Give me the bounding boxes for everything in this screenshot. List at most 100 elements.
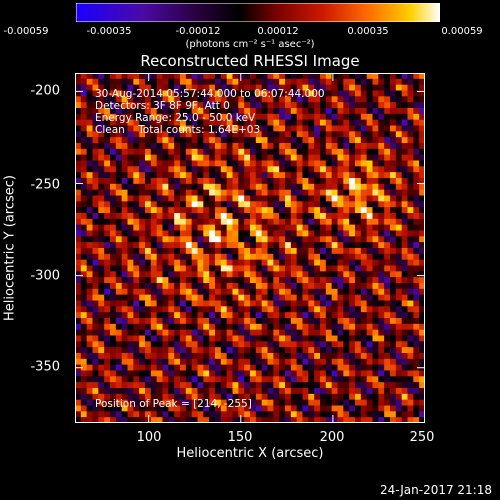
heatmap-cell [407, 236, 414, 243]
heatmap-cell [395, 248, 402, 255]
heatmap-cell [255, 248, 262, 255]
heatmap-cell [331, 323, 338, 330]
heatmap-cell [162, 189, 169, 196]
x-tick-label: 150 [227, 430, 253, 445]
heatmap-cell [261, 318, 268, 325]
heatmap-cell [343, 370, 350, 377]
heatmap-cell [413, 283, 420, 290]
heatmap-cell [203, 73, 210, 80]
heatmap-cell [337, 399, 344, 406]
heatmap-cell [197, 125, 204, 132]
heatmap-cell [255, 178, 262, 185]
heatmap-cell [395, 201, 402, 208]
heatmap-cell [296, 242, 303, 249]
heatmap-cell [104, 388, 111, 395]
heatmap-cell [290, 329, 297, 336]
heatmap-cell [384, 73, 391, 80]
heatmap-cell [226, 341, 233, 348]
heatmap-cell [296, 382, 303, 389]
heatmap-cell [139, 382, 146, 389]
heatmap-cell [349, 183, 356, 190]
heatmap-cell [390, 388, 397, 395]
heatmap-cell [401, 195, 408, 202]
heatmap-cell [191, 259, 198, 266]
heatmap-cell [191, 207, 198, 214]
heatmap-cell [75, 125, 82, 132]
heatmap-cell [250, 213, 257, 220]
heatmap-cell [407, 283, 414, 290]
heatmap-cell [407, 364, 414, 371]
heatmap-cell [168, 236, 175, 243]
heatmap-cell [162, 148, 169, 155]
heatmap-cell [180, 224, 187, 231]
heatmap-cell [238, 131, 245, 138]
heatmap-cell [320, 154, 327, 161]
heatmap-cell [185, 178, 192, 185]
heatmap-cell [372, 271, 379, 278]
heatmap-cell [162, 341, 169, 348]
heatmap-cell [407, 306, 414, 313]
heatmap-cell [384, 137, 391, 144]
heatmap-cell [215, 364, 222, 371]
heatmap-cell [401, 277, 408, 284]
heatmap-cell [413, 277, 420, 284]
heatmap-cell [215, 411, 222, 418]
heatmap-cell [250, 189, 257, 196]
heatmap-cell [203, 148, 210, 155]
heatmap-cell [174, 195, 181, 202]
heatmap-cell [203, 166, 210, 173]
heatmap-cell [314, 172, 321, 179]
heatmap-cell [343, 312, 350, 319]
heatmap-cell [337, 364, 344, 371]
heatmap-cell [92, 160, 99, 167]
heatmap-cell [139, 137, 146, 144]
heatmap-cell [133, 265, 140, 272]
heatmap-cell [180, 323, 187, 330]
heatmap-cell [197, 213, 204, 220]
heatmap-cell [110, 166, 117, 173]
heatmap-cell [139, 96, 146, 103]
heatmap-cell [174, 166, 181, 173]
heatmap-cell [220, 148, 227, 155]
heatmap-cell [290, 376, 297, 383]
heatmap-cell [197, 143, 204, 150]
heatmap-cell [355, 224, 362, 231]
heatmap-cell [75, 195, 82, 202]
heatmap-cell [390, 90, 397, 97]
heatmap-cell [343, 160, 350, 167]
heatmap-cell [232, 347, 239, 354]
heatmap-cell [150, 96, 157, 103]
heatmap-cell [290, 218, 297, 225]
heatmap-cell [209, 113, 216, 120]
heatmap-cell [133, 113, 140, 120]
heatmap-cell [320, 148, 327, 155]
heatmap-cell [401, 73, 408, 80]
heatmap-cell [413, 102, 420, 109]
heatmap-cell [267, 90, 274, 97]
heatmap-cell [325, 306, 332, 313]
heatmap-cell [127, 143, 134, 150]
heatmap-cell [325, 370, 332, 377]
heatmap-cell [337, 90, 344, 97]
heatmap-cell [80, 189, 87, 196]
heatmap-cell [261, 90, 268, 97]
heatmap-cell [407, 137, 414, 144]
heatmap-cell [238, 236, 245, 243]
heatmap-cell [296, 137, 303, 144]
heatmap-cell [250, 195, 257, 202]
heatmap-cell [349, 125, 356, 132]
heatmap-cell [343, 417, 350, 423]
heatmap-cell [296, 102, 303, 109]
heatmap-cell [325, 265, 332, 272]
heatmap-cell [372, 148, 379, 155]
colorbar-tick: -0.00035 [86, 26, 132, 37]
heatmap-cell [378, 102, 385, 109]
heatmap-cell [215, 405, 222, 412]
heatmap-cell [80, 271, 87, 278]
heatmap-cell [273, 154, 280, 161]
heatmap-cell [121, 312, 128, 319]
heatmap-cell [145, 312, 152, 319]
heatmap-cell [372, 154, 379, 161]
heatmap-cell [86, 131, 93, 138]
heatmap-cell [325, 108, 332, 115]
